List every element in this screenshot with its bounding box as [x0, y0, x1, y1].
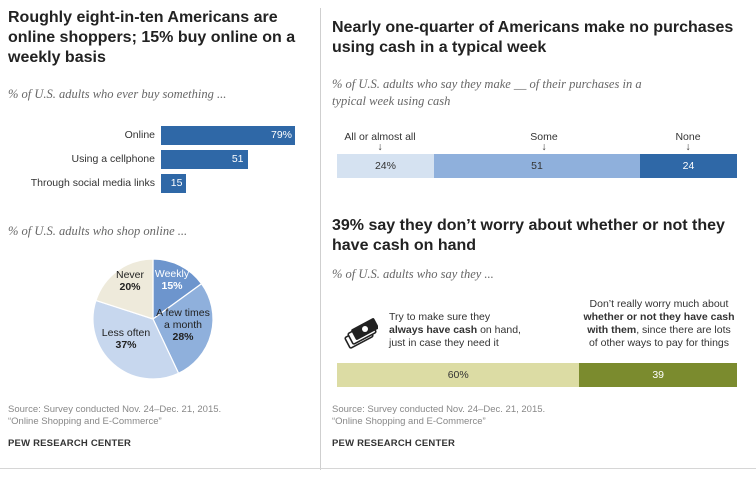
stacked-segment-try-to-make-sure-they-always-have-cash-o: [337, 363, 580, 387]
pie-slice-never: [95, 258, 154, 320]
bar-through-social-media-links: [161, 174, 187, 193]
stacked-label-none: None: [675, 131, 701, 143]
stacked-label-all-or-almost-all: All or almost all: [344, 131, 416, 143]
no-worry-statement-bold-2: with them: [587, 324, 637, 336]
pie-value-less-often: 37%: [115, 339, 137, 351]
always-cash-statement-line-1: Try to make sure they: [389, 311, 491, 323]
no-worry-statement-line-1: Don’t really worry much about: [589, 298, 729, 310]
bar-using-a-cellphone: [161, 150, 248, 169]
pie-label-less-often: Less often: [102, 327, 151, 339]
no-worry-statement: Don’t really worry much about whether or…: [568, 298, 750, 350]
pie-slice-a-few-times-a-month: [152, 282, 214, 375]
pie-label-a-few-times-a-month-1: A few times: [156, 307, 210, 319]
stacked-value-don-t-really-worry-much-about-whether-or: 39: [652, 369, 664, 381]
bar-value-using-a-cellphone: 51: [231, 153, 244, 165]
no-worry-statement-line-4: of other ways to pay for things: [588, 337, 730, 349]
no-worry-statement-line-3: with them, since there are lots: [568, 324, 750, 337]
always-cash-statement-bold: always have cash: [389, 324, 478, 336]
pie-label-weekly: Weekly: [155, 268, 190, 280]
left-title-line-1: Roughly eight-in-ten Americans are: [8, 9, 278, 26]
cash-icon: [344, 318, 378, 349]
bar-category-using-a-cellphone: Using a cellphone: [71, 153, 155, 165]
left-source-line-2: “Online Shopping and E-Commerce”: [8, 416, 162, 427]
panel-divider: [320, 8, 321, 470]
left-source: Source: Survey conducted Nov. 24–Dec. 21…: [8, 404, 221, 428]
pie-label-never: Never: [116, 269, 145, 281]
stacked-value-all-or-almost-all: 24%: [374, 160, 396, 172]
stacked-segment-none: [640, 154, 737, 178]
always-cash-statement: Try to make sure they always have cash o…: [389, 311, 589, 350]
cash-purchases-title-line-1: Nearly one-quarter of Americans make no …: [332, 19, 734, 36]
bar-category-online: Online: [124, 129, 155, 141]
left-title: Roughly eight-in-ten Americans are onlin…: [8, 8, 313, 68]
cash-worry-subtitle: % of U.S. adults who say they ...: [332, 267, 494, 281]
right-pew-brand: PEW RESEARCH CENTER: [332, 438, 456, 449]
stacked-segment-don-t-really-worry-much-about-whether-or: [579, 363, 737, 387]
stacked-segment-all-or-almost-all: [337, 154, 434, 178]
cash-purchases-title: Nearly one-quarter of Americans make no …: [332, 18, 752, 58]
right-source-line-2: “Online Shopping and E-Commerce”: [332, 416, 486, 427]
left-pew-brand: PEW RESEARCH CENTER: [8, 438, 132, 449]
no-worry-statement-post: , since there are lots: [636, 324, 731, 336]
pie-value-never: 20%: [119, 281, 141, 293]
stacked-segment-some: [433, 154, 640, 178]
stacked-value-some: 51: [531, 160, 543, 172]
cash-purchases-title-line-2: using cash in a typical week: [332, 39, 547, 56]
pie-value-a-few-times-a-month: 28%: [172, 331, 194, 343]
pie-value-weekly: 15%: [161, 280, 183, 292]
right-source-line-1: Source: Survey conducted Nov. 24–Dec. 21…: [332, 404, 546, 415]
cash-purchases-subtitle: % of U.S. adults who say they make __ of…: [332, 76, 752, 110]
bottom-rule: [0, 468, 756, 469]
pie-label-a-few-times-a-month-2: a month: [164, 319, 202, 331]
bar-value-online: 79%: [271, 129, 293, 141]
cash-worry-title-line-2: have cash on hand: [332, 237, 477, 254]
stacked-value-try-to-make-sure-they-always-have-cash-o: 60%: [447, 369, 469, 381]
bar-subtitle: % of U.S. adults who ever buy something …: [8, 87, 227, 101]
cash-purchases-subtitle-line-1: % of U.S. adults who say they make __ of…: [332, 77, 642, 91]
left-panel: Roughly eight-in-ten Americans are onlin…: [0, 0, 318, 477]
pie-subtitle: % of U.S. adults who shop online ...: [8, 224, 188, 238]
bar-value-through-social-media-links: 15: [170, 177, 183, 189]
pie-slice-weekly: [152, 258, 203, 321]
cash-worry-title-line-1: 39% say they don’t worry about whether o…: [332, 217, 725, 234]
always-cash-statement-post: on hand,: [477, 324, 521, 336]
pie-slice-less-often: [92, 299, 180, 380]
stacked-arrow-all-or-almost-all: ↓: [377, 141, 383, 153]
no-worry-statement-bold-1: whether or not they have cash: [583, 311, 735, 323]
stacked-arrow-none: ↓: [685, 141, 691, 153]
bar-category-through-social-media-links: Through social media links: [30, 177, 155, 189]
cash-purchases-subtitle-line-2: typical week using cash: [332, 94, 451, 108]
no-worry-statement-line-2: whether or not they have cash: [568, 311, 750, 324]
right-source: Source: Survey conducted Nov. 24–Dec. 21…: [332, 404, 545, 428]
stacked-label-some: Some: [530, 131, 558, 143]
left-title-line-2: online shoppers; 15% buy online on a: [8, 29, 296, 46]
always-cash-statement-line-3: just in case they need it: [389, 337, 499, 349]
right-panel: Nearly one-quarter of Americans make no …: [330, 0, 756, 477]
left-source-line-1: Source: Survey conducted Nov. 24–Dec. 21…: [8, 404, 222, 415]
always-cash-statement-line-2: always have cash on hand,: [389, 324, 589, 337]
stacked-value-none: 24: [682, 160, 695, 172]
cash-worry-title: 39% say they don’t worry about whether o…: [332, 216, 752, 256]
left-title-line-3: weekly basis: [8, 49, 106, 66]
stacked-arrow-some: ↓: [541, 141, 547, 153]
bar-online: [161, 126, 295, 145]
